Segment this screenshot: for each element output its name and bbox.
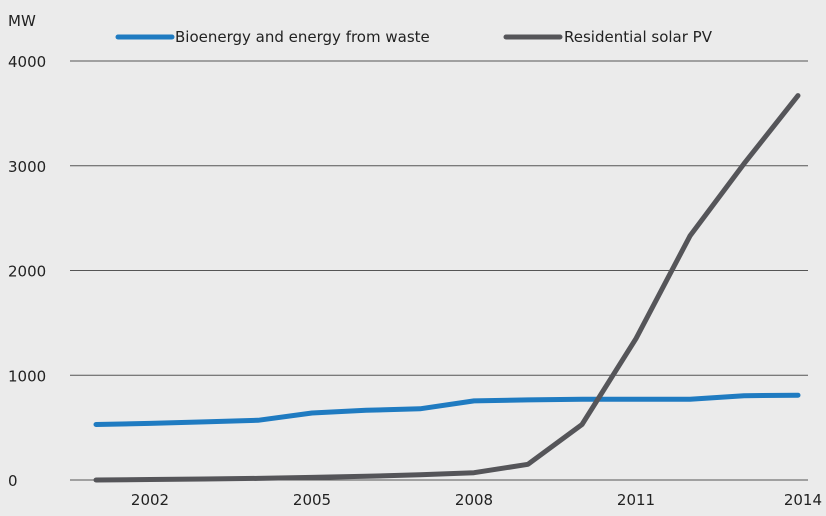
y-tick-label: 3000 (8, 158, 46, 176)
x-tick-label: 2008 (455, 491, 493, 509)
x-tick-label: 2002 (131, 491, 169, 509)
legend-label-solar: Residential solar PV (564, 28, 713, 46)
series-line-solar (93, 93, 801, 483)
x-axis-ticks: 2002 2005 2008 2011 2014 (131, 491, 822, 509)
gridlines (70, 60, 808, 481)
y-tick-label: 4000 (8, 53, 46, 71)
series-line-bioenergy (93, 392, 801, 427)
legend: Bioenergy and energy from waste Resident… (115, 28, 713, 46)
y-axis-ticks: 0 1000 2000 3000 4000 (8, 53, 46, 490)
legend-label-bioenergy: Bioenergy and energy from waste (175, 28, 430, 46)
y-tick-label: 2000 (8, 263, 46, 281)
series-lines (93, 93, 801, 483)
y-tick-label: 0 (8, 472, 18, 490)
x-tick-label: 2014 (784, 491, 822, 509)
y-axis-unit-label: MW (8, 12, 36, 30)
y-tick-label: 1000 (8, 367, 46, 385)
x-tick-label: 2011 (617, 491, 655, 509)
x-tick-label: 2005 (293, 491, 331, 509)
